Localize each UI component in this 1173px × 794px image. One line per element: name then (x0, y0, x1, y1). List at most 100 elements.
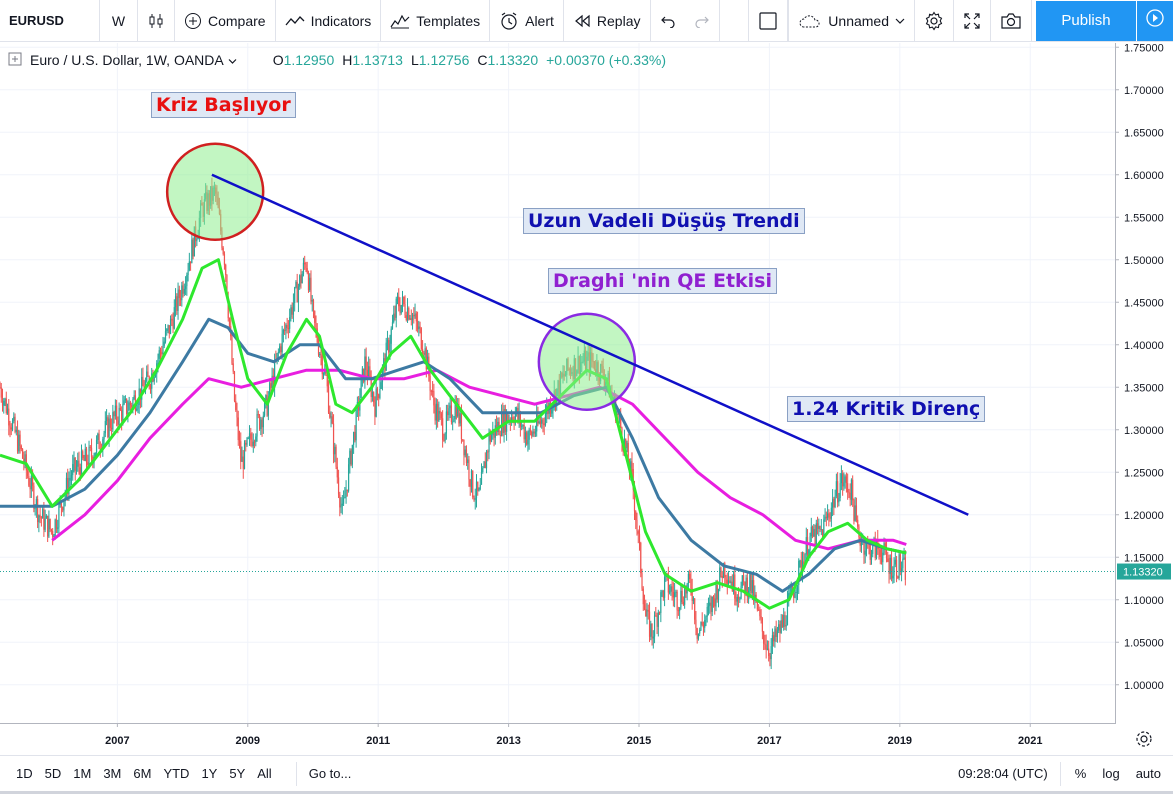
range-button-all[interactable]: All (257, 766, 272, 781)
candle (524, 426, 526, 448)
symbol-search[interactable]: EURUSD (0, 0, 100, 42)
candle (838, 492, 840, 507)
drawings[interactable] (0, 142, 1115, 573)
undo-button[interactable] (651, 0, 685, 42)
candle (43, 502, 45, 537)
candle (21, 448, 24, 459)
candle (83, 454, 85, 462)
candle (830, 502, 832, 527)
candle (376, 386, 379, 401)
layout-name-label: Unnamed (828, 12, 889, 29)
candle (780, 614, 782, 634)
candle (403, 296, 405, 307)
candle (799, 559, 801, 568)
annotation-crisis[interactable]: Kriz Başlıyor (151, 92, 296, 118)
goto-date-button[interactable]: Go to... (295, 761, 351, 786)
compare-button[interactable]: Compare (175, 0, 276, 42)
candle (231, 329, 233, 365)
fullscreen-button[interactable] (954, 0, 991, 42)
candle (334, 442, 336, 463)
auto-scale-toggle[interactable]: auto (1128, 762, 1169, 786)
candle (353, 431, 355, 454)
candle (439, 407, 441, 421)
candle (695, 610, 697, 636)
candle (141, 368, 143, 408)
candle (49, 518, 51, 533)
range-button-5y[interactable]: 5Y (229, 766, 246, 781)
candle (437, 399, 439, 428)
range-button-1d[interactable]: 1D (16, 766, 33, 781)
clock-display[interactable]: 09:28:04 (UTC) (946, 761, 1061, 786)
range-button-ytd[interactable]: YTD (163, 766, 190, 781)
templates-button[interactable]: Templates (381, 0, 491, 42)
layout-name-button[interactable]: Unnamed (788, 0, 915, 42)
indicators-button[interactable]: Indicators (276, 0, 382, 42)
legend-symbol[interactable]: Euro / U.S. Dollar, 1W, OANDA (30, 52, 237, 68)
alert-button[interactable]: Alert (490, 0, 564, 42)
candle (358, 395, 360, 421)
candle (310, 270, 312, 305)
candle (133, 390, 135, 401)
range-button-6m[interactable]: 6M (133, 766, 152, 781)
candle (405, 311, 407, 322)
redo-icon (694, 14, 710, 28)
candle (442, 410, 444, 448)
crisis-circle[interactable] (165, 142, 265, 241)
annotation-downtrend[interactable]: Uzun Vadeli Düşüş Trendi (523, 208, 805, 234)
chart-pane[interactable]: 1.00000 1.05000 1.10000 1.15000 1.20000 1.250… (0, 43, 1173, 755)
candle (449, 397, 451, 419)
price-axis[interactable] (1115, 43, 1173, 755)
legend-close: C1.13320 (477, 52, 539, 68)
candle (258, 413, 261, 431)
candle (887, 551, 889, 563)
annotation-resistance[interactable]: 1.24 Kritik Direnç (787, 396, 986, 422)
candle (676, 589, 678, 619)
fullscreen-select-button[interactable] (748, 0, 789, 42)
range-button-1y[interactable]: 1Y (201, 766, 218, 781)
chart-style-button[interactable] (138, 0, 175, 42)
trendline[interactable] (211, 173, 969, 516)
alert-label: Alert (525, 12, 554, 29)
range-button-3m[interactable]: 3M (103, 766, 122, 781)
time-axis[interactable] (0, 723, 1115, 755)
candle (704, 614, 706, 633)
price-chart[interactable]: 1.00000 1.05000 1.10000 1.15000 1.20000 1.250… (0, 43, 1173, 755)
percent-scale-toggle[interactable]: % (1067, 762, 1095, 786)
candle (116, 399, 118, 427)
bottom-toolbar: 1D 5D 1M 3M 6M YTD 1Y 5Y All Go to... 09:28:04 (… (0, 755, 1173, 791)
qe-circle[interactable] (537, 312, 637, 411)
indicators-icon (285, 12, 305, 30)
candle (70, 470, 73, 486)
replay-button[interactable]: Replay (564, 0, 651, 42)
range-button-5d[interactable]: 5D (44, 766, 62, 781)
candle (179, 289, 182, 307)
candle (329, 405, 331, 419)
candle (124, 395, 126, 403)
snapshot-button[interactable] (991, 0, 1032, 42)
axis-settings-gear-icon[interactable] (1136, 731, 1152, 747)
candle (401, 290, 404, 313)
redo-button[interactable] (685, 0, 720, 42)
candle (279, 343, 281, 354)
settings-button[interactable] (915, 0, 954, 42)
candle (440, 411, 442, 426)
publish-button[interactable]: Publish (1036, 0, 1136, 41)
x-tick-label: 2017 (757, 735, 781, 747)
annotation-qe-effect[interactable]: Draghi 'nin QE Etkisi (548, 268, 777, 294)
candle (222, 246, 224, 256)
candle (105, 409, 108, 426)
interval-selector[interactable]: W (100, 0, 138, 42)
candle (331, 411, 333, 425)
log-scale-toggle[interactable]: log (1094, 762, 1127, 786)
legend-expand-icon[interactable] (8, 52, 22, 69)
candle (173, 299, 175, 330)
candle (857, 515, 859, 530)
publish-dropdown-button[interactable] (1137, 0, 1173, 41)
candle (127, 400, 129, 423)
candle (864, 541, 866, 564)
candle (459, 411, 461, 427)
candle (532, 425, 534, 438)
range-button-1m[interactable]: 1M (73, 766, 92, 781)
candlestick-icon (147, 12, 165, 30)
camera-icon (1000, 12, 1022, 30)
